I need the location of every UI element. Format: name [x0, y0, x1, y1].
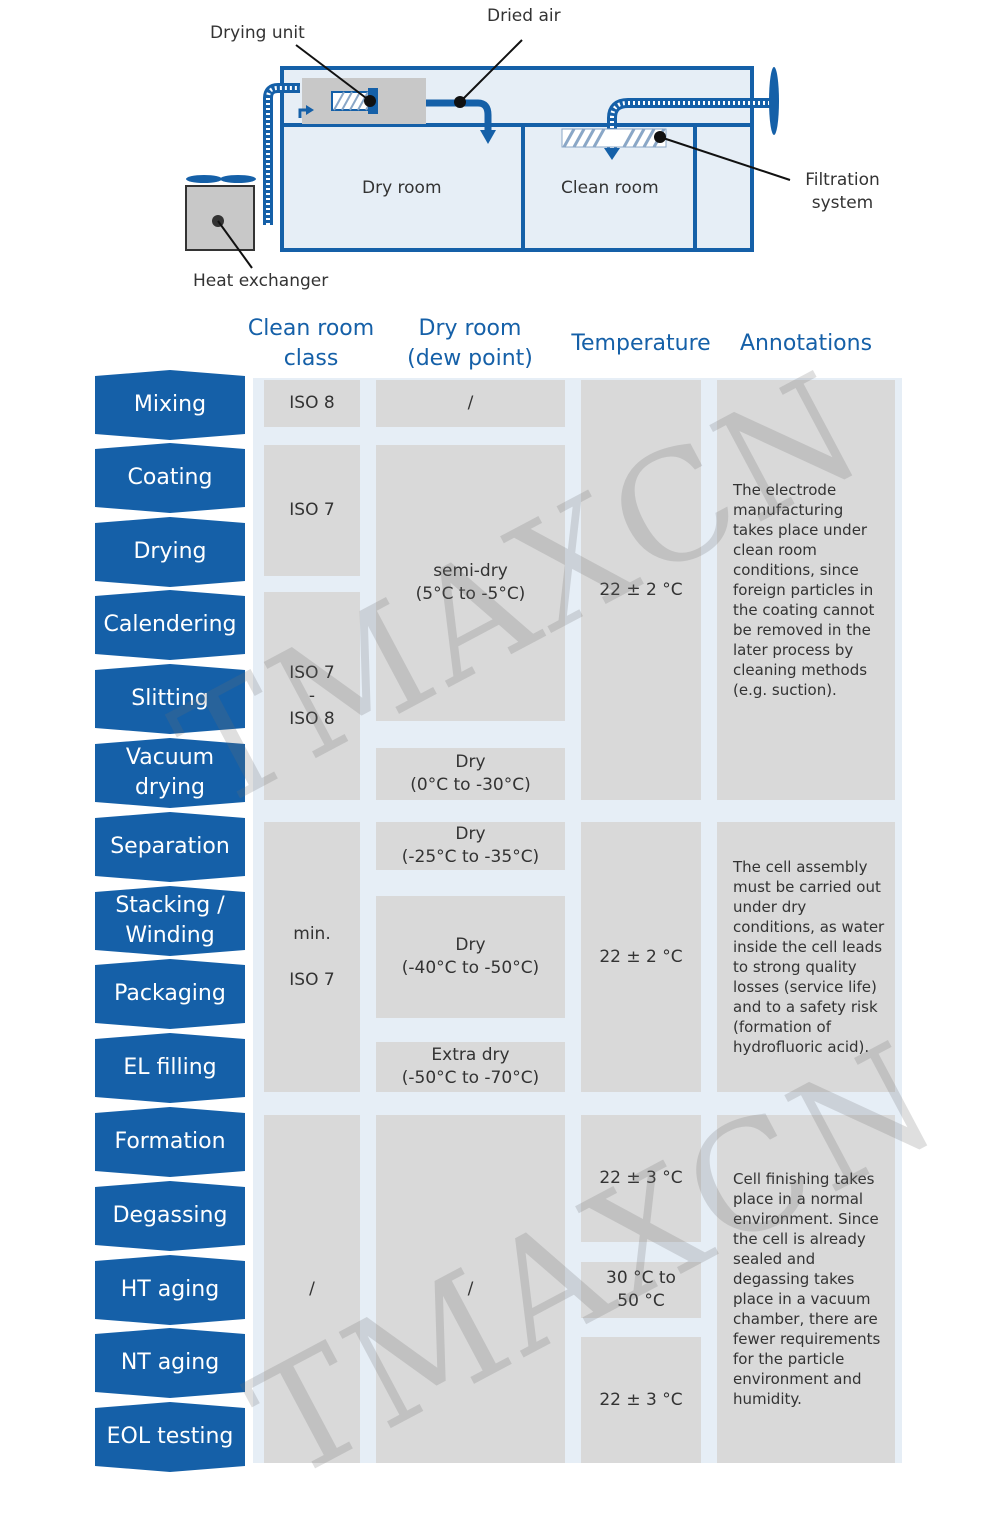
process-step-label: Degassing: [112, 1203, 228, 1228]
label-dry-room: Dry room: [362, 178, 442, 198]
chevron-shape: [95, 1181, 245, 1251]
chevron-shape: [95, 443, 245, 513]
dew-point-cell: semi-dry (5°C to -5°C): [376, 445, 565, 721]
dew-point-cell: Extra dry (-50°C to -70°C): [376, 1042, 565, 1092]
process-step-label: Formation: [114, 1129, 226, 1154]
clean-class-cell: ISO 8: [264, 380, 360, 427]
dew-point-cell: Dry (0°C to -30°C): [376, 748, 565, 800]
process-step-label: EL filling: [123, 1055, 217, 1080]
label-heat-exchanger: Heat exchanger: [193, 271, 329, 291]
annotation-cell: Cell finishing takes place in a normal e…: [717, 1115, 895, 1463]
chevron-shape: [95, 517, 245, 587]
chevron-shape: [95, 370, 245, 440]
chevron-shape: [95, 1255, 245, 1325]
chevron-shape: [95, 1033, 245, 1103]
clean-class-cell: min. ISO 7: [264, 822, 360, 1092]
process-step-label: Slitting: [131, 686, 209, 711]
process-step: Packaging: [95, 959, 245, 1029]
chevron-shape: [95, 738, 245, 808]
chevron-shape: [95, 812, 245, 882]
chevron-shape: [95, 886, 245, 956]
label-clean-room: Clean room: [561, 178, 659, 198]
clean-class-cell: /: [264, 1115, 360, 1463]
process-step: Stacking / Winding: [95, 886, 245, 956]
chevron-shape: [95, 664, 245, 734]
process-step-label: Packaging: [114, 981, 226, 1006]
dew-point-cell: Dry (-40°C to -50°C): [376, 896, 565, 1018]
process-step-label: Coating: [127, 465, 213, 490]
process-step: Formation: [95, 1107, 245, 1177]
header-dry-room: Dry room (dew point): [407, 316, 533, 371]
process-step: Drying: [95, 517, 245, 587]
clean-dry-room-schematic: [185, 39, 791, 269]
temperature-cell: 30 °C to 50 °C: [581, 1262, 701, 1318]
process-step: Slitting: [95, 664, 245, 734]
dew-point-cell: Dry (-25°C to -35°C): [376, 822, 565, 870]
label-filtration-system: Filtration system: [805, 170, 880, 213]
label-drying-unit: Drying unit: [210, 23, 305, 43]
annotation-cell: The cell assembly must be carried out un…: [717, 822, 895, 1092]
annotation-cell: The electrode manufacturing takes place …: [717, 380, 895, 800]
process-step-label: Stacking / Winding: [115, 893, 225, 948]
clean-class-cell: ISO 7: [264, 445, 360, 576]
process-step-label: Separation: [110, 834, 230, 859]
process-step: Separation: [95, 812, 245, 882]
process-step: Mixing: [95, 370, 245, 440]
chevron-shape: [95, 1328, 245, 1398]
temperature-cell: 22 ± 2 °C: [581, 822, 701, 1092]
process-step-label: Calendering: [103, 612, 237, 637]
process-step-label: Mixing: [133, 392, 207, 417]
chevron-shape: [95, 959, 245, 1029]
dew-point-cell: /: [376, 1115, 565, 1463]
header-clean-room-class: Clean room class: [247, 316, 375, 371]
temperature-cell: 22 ± 2 °C: [581, 380, 701, 800]
temperature-cell: 22 ± 3 °C: [581, 1337, 701, 1463]
dew-point-cell: /: [376, 380, 565, 427]
header-annotations: Annotations: [739, 331, 873, 356]
process-step-label: EOL testing: [106, 1424, 234, 1449]
process-step-label: Vacuum drying: [125, 745, 215, 800]
annotation-text: The cell assembly must be carried out un…: [733, 858, 885, 1056]
process-step-label: NT aging: [120, 1350, 220, 1375]
process-step: HT aging: [95, 1255, 245, 1325]
chevron-shape: [95, 1402, 245, 1472]
process-step-label: HT aging: [120, 1277, 220, 1302]
header-temperature: Temperature: [571, 331, 711, 356]
process-step: EL filling: [95, 1033, 245, 1103]
label-dried-air: Dried air: [487, 6, 561, 26]
process-step: EOL testing: [95, 1402, 245, 1472]
process-step: NT aging: [95, 1328, 245, 1398]
process-step: Vacuum drying: [95, 738, 245, 808]
annotation-text: Cell finishing takes place in a normal e…: [733, 1170, 881, 1408]
clean-class-cell: ISO 7 - ISO 8: [264, 592, 360, 800]
process-step-label: Drying: [133, 539, 207, 564]
process-step: Calendering: [95, 590, 245, 660]
chevron-shape: [95, 1107, 245, 1177]
chevron-shape: [95, 590, 245, 660]
annotation-text: The electrode manufacturing takes place …: [733, 481, 875, 699]
process-step: Degassing: [95, 1181, 245, 1251]
temperature-cell: 22 ± 3 °C: [581, 1115, 701, 1242]
process-step: Coating: [95, 443, 245, 513]
